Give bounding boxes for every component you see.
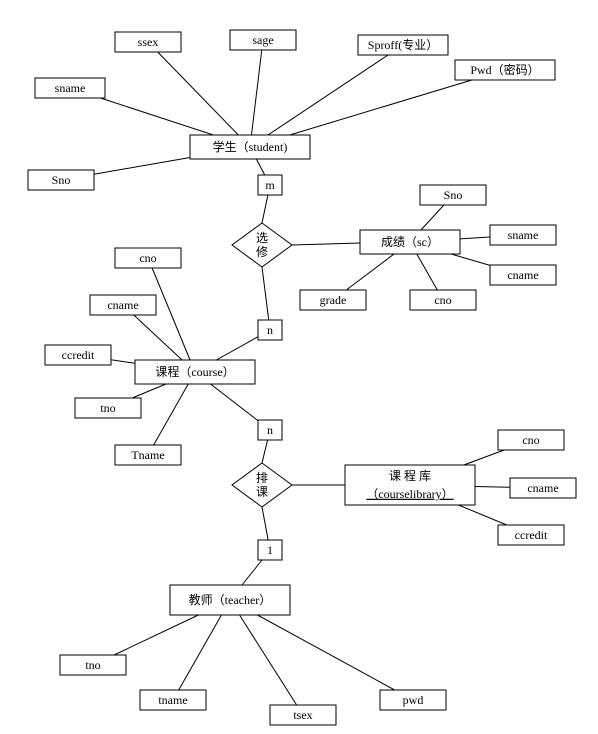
attr-line-courselibrary-cno: [464, 450, 504, 465]
rel-line-xuanxiu-student-a: [262, 195, 268, 223]
entity-sc-label: 成绩（sc）: [381, 235, 439, 249]
attr-teacher-pwd-label: pwd: [403, 693, 424, 707]
attr-line-teacher-tname: [179, 615, 222, 690]
attr-course-cname-label: cname: [107, 298, 138, 312]
attr-student-pwd-label: Pwd（密码）: [470, 62, 539, 77]
cardinality-paike-teacher-label: 1: [267, 543, 273, 557]
entity-teacher-label: 教师（teacher）: [189, 592, 272, 607]
attr-line-student-sno: [94, 157, 190, 174]
relationship-paike-label2: 课: [256, 485, 268, 499]
attr-course-cno-label: cno: [139, 251, 156, 265]
rel-line-xuanxiu-sc: [292, 243, 360, 245]
attr-line-teacher-pwd: [257, 615, 394, 690]
rel-line-xuanxiu-student-b: [256, 159, 264, 175]
rel-line-xuanxiu-course-b: [216, 337, 258, 360]
relationship-xuanxiu-label2: 修: [256, 244, 268, 259]
attr-student-sproff-label: Sproff(专业）: [368, 37, 438, 52]
attr-teacher-tno-label: tno: [85, 658, 100, 672]
attr-student-ssex-label: ssex: [138, 35, 159, 49]
entity-student-label: 学生（student): [213, 139, 288, 154]
attr-sc-grade-label: grade: [320, 293, 347, 307]
relationship-xuanxiu-label1: 选: [256, 231, 268, 245]
cardinality-xuanxiu-student-label: m: [265, 178, 275, 192]
entity-courselibrary-label2: （courselibrary）: [366, 487, 453, 501]
attr-line-courselibrary-cname: [475, 486, 510, 487]
attr-line-student-ssex: [158, 52, 239, 135]
attr-line-course-ccredit: [111, 360, 135, 363]
attr-sc-cno-label: cno: [434, 293, 451, 307]
rel-line-paike-course-a: [262, 440, 268, 463]
attr-line-courselibrary-ccredit: [458, 505, 506, 525]
attr-sc-sno-label: Sno: [444, 188, 463, 202]
attr-student-sno-label: Sno: [52, 173, 71, 187]
cardinality-paike-course-label: n: [267, 423, 273, 437]
attr-student-sname-label: sname: [55, 81, 86, 95]
attr-line-teacher-tsex: [240, 615, 297, 705]
attr-line-sc-cname: [451, 254, 490, 265]
relationship-paike-label1: 排: [256, 471, 268, 485]
attr-line-student-pwd: [290, 80, 472, 135]
attr-sc-sname-label: sname: [508, 228, 539, 242]
attr-line-student-sname: [101, 98, 214, 135]
attr-student-sage-label: sage: [252, 33, 273, 47]
attr-line-sc-cno: [417, 254, 437, 290]
attr-line-sc-grade: [346, 254, 394, 290]
entity-course-label: 课程（course）: [155, 364, 234, 379]
attr-courselibrary-cname-label: cname: [527, 481, 558, 495]
attr-teacher-tname-label: tname: [158, 693, 187, 707]
rel-line-xuanxiu-course-a: [262, 267, 269, 320]
rel-line-paike-teacher-a: [262, 507, 268, 540]
attr-line-student-sage: [251, 50, 261, 135]
attr-course-ccredit-label: ccredit: [62, 348, 95, 362]
attr-sc-cname-label: cname: [507, 268, 538, 282]
attr-courselibrary-cno-label: cno: [522, 433, 539, 447]
attr-line-course-tno: [132, 384, 166, 398]
attr-line-teacher-tno: [114, 615, 198, 655]
attr-course-tno-label: tno: [100, 401, 115, 415]
cardinality-xuanxiu-course-label: n: [267, 323, 273, 337]
attr-line-sc-sname: [460, 237, 490, 239]
rel-line-paike-teacher-b: [242, 560, 262, 585]
attr-courselibrary-ccredit-label: ccredit: [515, 528, 548, 542]
attr-line-course-cno: [152, 268, 190, 360]
attr-line-sc-sno: [421, 205, 444, 230]
attr-line-course-tname: [154, 384, 189, 445]
attr-course-tname-label: Tname: [131, 448, 164, 462]
rel-line-paike-course-b: [211, 384, 258, 421]
entity-courselibrary-label1: 课 程 库: [389, 468, 431, 483]
attr-line-course-cname: [134, 315, 182, 360]
attr-teacher-tsex-label: tsex: [293, 708, 312, 722]
